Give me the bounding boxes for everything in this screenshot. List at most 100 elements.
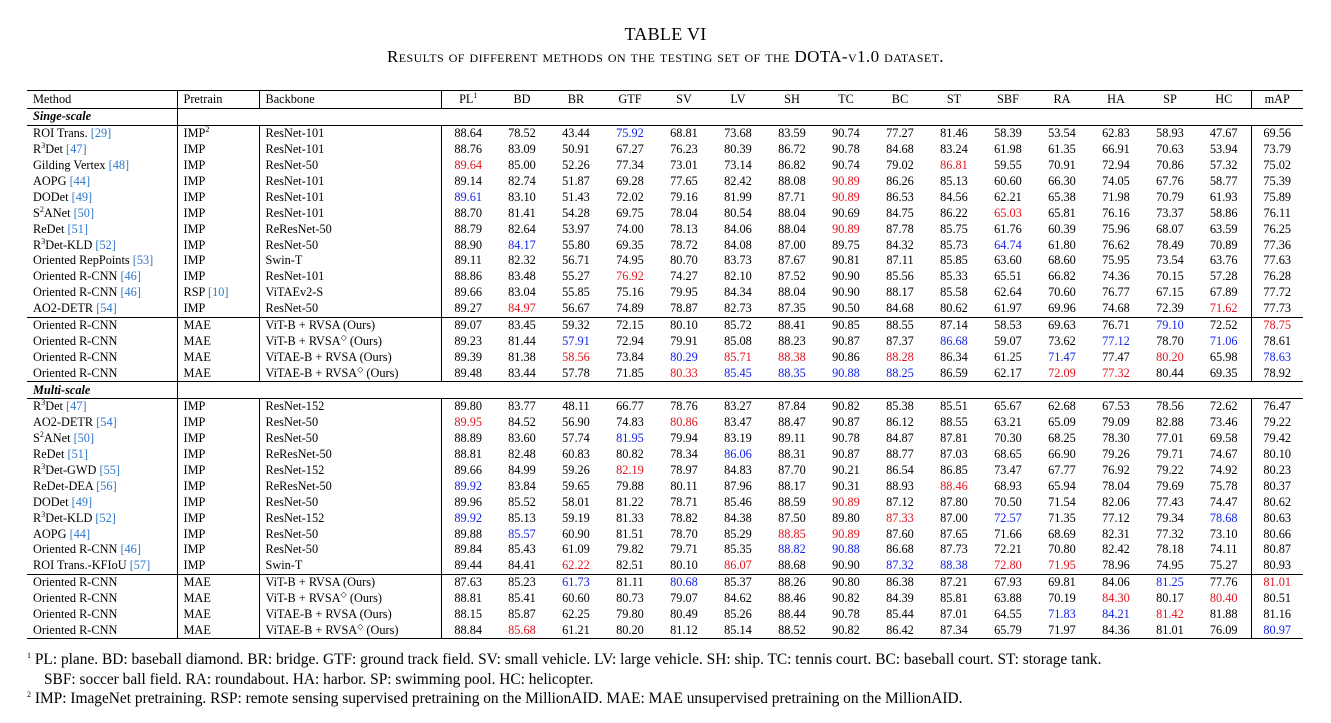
value-map: 76.25 — [1250, 221, 1303, 238]
value-sv: 73.01 — [670, 158, 698, 173]
value-tc: 89.80 — [832, 510, 860, 525]
value-hc: 67.89 — [1209, 285, 1238, 300]
value-pl: 89.92 — [440, 510, 495, 527]
value-map: 76.47 — [1250, 398, 1303, 415]
value-ra: 66.90 — [1048, 447, 1076, 462]
value-ha: 77.32 — [1102, 365, 1130, 380]
value-ra: 61.80 — [1048, 237, 1076, 252]
value-bc: 87.33 — [886, 510, 914, 525]
value-st: 86.59 — [940, 365, 968, 380]
citation-link[interactable]: [52] — [95, 510, 116, 525]
citation-link[interactable]: [10] — [208, 285, 229, 300]
value-sh: 88.04 — [778, 285, 806, 300]
value-tc: 90.74 — [832, 126, 860, 141]
value-sbf: 64.74 — [994, 237, 1022, 252]
value-tc: 90.78 — [832, 142, 860, 157]
value-lv: 85.35 — [724, 542, 752, 557]
value-bc: 84.75 — [886, 205, 914, 220]
citation-link[interactable]: [46] — [120, 542, 141, 557]
value-sbf: 70.50 — [994, 494, 1022, 509]
value-sh: 87.84 — [778, 399, 806, 414]
method-cell: Oriented R-CNN [46] — [33, 285, 141, 300]
value-bc: 84.32 — [886, 237, 914, 252]
citation-link[interactable]: [56] — [96, 478, 117, 493]
value-sh: 87.35 — [778, 301, 806, 316]
value-ha: 82.31 — [1102, 526, 1130, 541]
value-lv: 80.39 — [724, 142, 752, 157]
citation-link[interactable]: [50] — [73, 431, 95, 446]
value-bd: 85.52 — [508, 494, 536, 509]
pretrain-cell: IMP — [176, 221, 259, 238]
citation-link[interactable]: [51] — [67, 447, 89, 462]
method-superscript: 2 — [39, 205, 44, 214]
table-row: ReDet [51] IMP ReResNet-50 88.81 82.48 60.83 8… — [27, 446, 1303, 463]
value-sv: 78.04 — [670, 205, 698, 220]
value-bd: 84.17 — [508, 237, 536, 252]
table-header-row: Method Pretrain Backbone PL1 BD BR GTF SV LV SH TC… — [27, 90, 1303, 109]
value-sp: 70.86 — [1156, 158, 1184, 173]
citation-link[interactable]: [47] — [66, 399, 87, 414]
value-tc: 90.82 — [832, 591, 860, 606]
citation-link[interactable]: [29] — [90, 126, 112, 141]
citation-link[interactable]: [47] — [66, 142, 87, 157]
backbone-cell: ResNet-152 — [258, 462, 441, 479]
value-sv: 81.12 — [657, 622, 711, 640]
value-bc: 88.55 — [873, 316, 927, 334]
value-sv: 80.49 — [670, 607, 698, 622]
value-ra: 68.25 — [1048, 431, 1076, 446]
pretrain-cell: MAE — [176, 365, 259, 382]
value-st: 87.81 — [940, 431, 968, 446]
value-sv: 80.68 — [657, 573, 711, 591]
citation-link[interactable]: [54] — [96, 301, 117, 316]
citation-link[interactable]: [57] — [129, 558, 151, 573]
citation-link[interactable]: [46] — [120, 285, 141, 300]
value-st: 84.56 — [940, 189, 968, 204]
citation-link[interactable]: [53] — [132, 253, 154, 268]
value-bd: 85.13 — [508, 510, 536, 525]
value-sbf: 72.21 — [994, 542, 1022, 557]
value-gtf: 79.82 — [616, 542, 644, 557]
citation-link[interactable]: [52] — [95, 237, 116, 252]
citation-link[interactable]: [48] — [108, 158, 130, 173]
value-st: 88.38 — [940, 558, 968, 573]
value-ha: 77.47 — [1102, 349, 1130, 364]
header-bc: BC — [873, 90, 927, 109]
value-br: 60.83 — [562, 447, 590, 462]
value-ha: 84.30 — [1102, 591, 1130, 606]
value-bd: 78.52 — [508, 126, 536, 141]
citation-link[interactable]: [46] — [120, 269, 141, 284]
citation-link[interactable]: [50] — [73, 205, 95, 220]
value-sbf: 65.03 — [994, 205, 1022, 220]
value-lv: 84.62 — [724, 591, 752, 606]
value-ha: 71.98 — [1102, 189, 1130, 204]
value-br: 61.09 — [562, 542, 590, 557]
value-gtf: 81.11 — [603, 573, 657, 591]
citation-link[interactable]: [44] — [69, 174, 91, 188]
method-cell: R3Det-KLD [52] — [33, 510, 116, 525]
citation-link[interactable]: [54] — [96, 415, 117, 430]
citation-link[interactable]: [51] — [67, 221, 89, 236]
value-map: 80.63 — [1250, 510, 1303, 527]
citation-link[interactable]: [55] — [99, 463, 121, 478]
backbone-cell: ResNet-50 — [258, 157, 441, 174]
value-tc: 90.89 — [832, 221, 860, 236]
value-map: 78.75 — [1250, 316, 1303, 334]
value-ra: 72.09 — [1048, 365, 1076, 380]
value-lv: 83.19 — [724, 431, 752, 446]
value-sbf: 60.60 — [994, 174, 1022, 188]
method-cell: Oriented R-CNN — [27, 622, 177, 640]
pretrain-cell: IMP — [176, 542, 259, 558]
table-row: Oriented R-CNN MAE ViT-B + RVSA (Ours) 87.6… — [27, 573, 1303, 591]
value-ha: 84.21 — [1102, 607, 1130, 622]
value-gtf: 74.95 — [616, 253, 644, 268]
pretrain-cell: IMP — [176, 398, 259, 415]
value-map: 76.11 — [1250, 205, 1303, 222]
value-ra: 70.60 — [1048, 285, 1076, 300]
backbone-cell: ResNet-50 — [258, 430, 441, 447]
backbone-cell: ResNet-50 — [258, 414, 441, 431]
value-bc: 86.38 — [873, 573, 927, 591]
citation-link[interactable]: [49] — [71, 189, 93, 204]
citation-link[interactable]: [49] — [71, 494, 93, 509]
section-row: Singe-scale — [27, 108, 1303, 126]
citation-link[interactable]: [44] — [69, 526, 91, 541]
